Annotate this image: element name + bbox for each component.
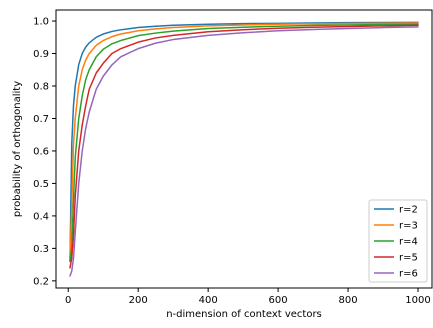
series-line-r-2 [69,21,419,263]
y-tick-label: 0.2 [33,276,49,287]
x-tick-label: 1000 [405,295,430,306]
x-tick-label: 400 [199,295,218,306]
x-tick-label: 0 [65,295,71,306]
y-tick-label: 0.8 [33,81,49,92]
series-line-r-3 [69,22,419,259]
series-line-r-6 [69,26,419,277]
y-tick-label: 0.7 [33,114,49,125]
legend-label-r-5: r=5 [399,253,418,264]
legend-label-r-6: r=6 [399,269,418,280]
legend-label-r-2: r=2 [399,205,418,216]
series-layer [69,21,419,277]
y-tick-label: 0.5 [33,179,49,190]
plot-area: 0 200 400 600 800 1000 0.20.30.40.50.60.70.80… [33,9,433,306]
series-line-r-5 [69,24,419,269]
x-tick-label: 800 [339,295,358,306]
y-axis-ticks: 0.2 0.3 0.4 0.5 0.6 0.7 0.8 0.9 1.0 [33,17,56,287]
x-tick-label: 200 [129,295,148,306]
legend: r=2 r=3 r=4 r=5 r=6 [368,199,428,283]
x-axis-label: n-dimension of context vectors [166,309,322,320]
legend-label-r-4: r=4 [399,237,418,248]
legend-frame [368,199,428,283]
x-tick-label: 600 [269,295,288,306]
x-axis-ticks: 0 200 400 600 800 1000 [65,288,431,306]
y-tick-label: 1.0 [33,17,49,28]
y-axis-label: probability of orthogonality [12,81,23,217]
y-tick-label: 0.6 [33,146,49,157]
y-tick-label: 0.3 [33,244,49,255]
y-tick-label: 0.4 [33,211,49,222]
legend-label-r-3: r=3 [399,221,418,232]
series-line-r-4 [69,23,419,263]
y-tick-label: 0.9 [33,49,49,60]
